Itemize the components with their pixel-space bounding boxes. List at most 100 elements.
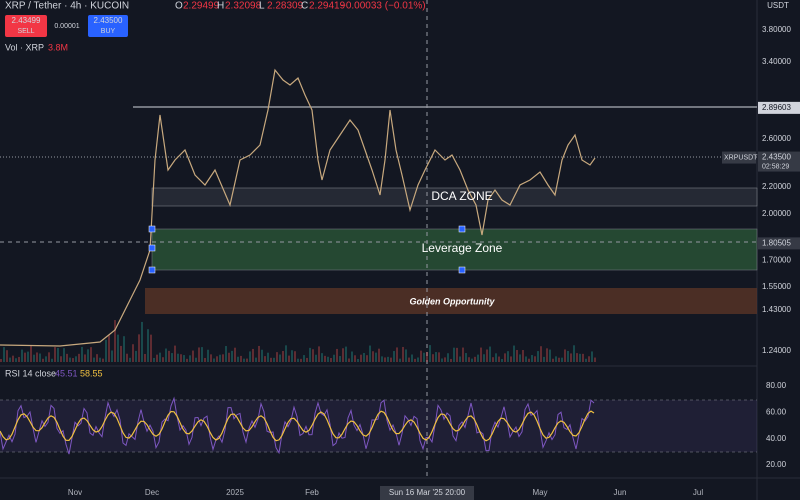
level-price: 2.89603 [762, 103, 791, 112]
volume-bar [243, 358, 245, 362]
volume-bar [138, 334, 140, 362]
time-label: Jun [614, 488, 627, 497]
volume-bar [459, 356, 461, 362]
volume-bar [132, 344, 134, 362]
volume-bar [249, 351, 251, 362]
buy-price: 2.43500 [94, 16, 123, 25]
volume-bar [534, 356, 536, 362]
volume-bar [3, 347, 5, 362]
volume-bar [378, 348, 380, 362]
volume-bar [264, 356, 266, 362]
dca-zone [151, 187, 758, 207]
volume-bar [210, 354, 212, 362]
ohlc-key: O [175, 1, 183, 12]
volume-bar [99, 357, 101, 362]
sell-price: 2.43499 [12, 16, 41, 25]
rsi-tick: 60.00 [766, 407, 787, 416]
volume-bar [36, 352, 38, 362]
volume-bar [339, 356, 341, 362]
volume-bar [420, 350, 422, 362]
volume-bar [30, 345, 32, 362]
volume-bar [108, 335, 110, 362]
volume-bar [81, 346, 83, 362]
volume-bar [90, 347, 92, 362]
volume-bar [213, 358, 215, 362]
currency[interactable]: USDT [767, 1, 789, 10]
volume-bar [105, 339, 107, 362]
price-tick: 2.20000 [762, 182, 791, 191]
volume-bar [510, 356, 512, 362]
volume-bar [192, 350, 194, 362]
ohlc-key: C [301, 1, 308, 12]
zone-handle [148, 266, 156, 274]
volume-bar [450, 358, 452, 362]
volume-bar [525, 356, 527, 362]
time-label: Nov [68, 488, 82, 497]
volume-bar [153, 357, 155, 362]
volume-bar [432, 354, 434, 362]
spread: 0.00001 [54, 23, 79, 30]
volume-bar [573, 345, 575, 362]
time-label: Jul [693, 488, 703, 497]
volume-bar [171, 353, 173, 362]
volume-bar [345, 346, 347, 362]
volume-bar [51, 358, 53, 362]
volume-bar [186, 358, 188, 362]
volume-bar [144, 353, 146, 362]
volume-bar [297, 358, 299, 362]
volume-bar [111, 350, 113, 362]
volume-bar [531, 355, 533, 362]
volume-bar [387, 356, 389, 362]
volume-bar [63, 348, 65, 362]
volume-bar [120, 345, 122, 362]
volume-bar [441, 358, 443, 362]
volume-bar [48, 352, 50, 362]
volume-bar [582, 353, 584, 362]
volume-bar [33, 354, 35, 362]
volume-bar [273, 357, 275, 362]
price-tick: 2.60000 [762, 134, 791, 143]
volume-bar [423, 352, 425, 362]
volume-bar [480, 347, 482, 362]
volume-bar [456, 347, 458, 362]
volume-bar [333, 354, 335, 362]
volume-bar [231, 350, 233, 362]
rsi-value: 45.51 [55, 368, 78, 378]
price-line [0, 68, 596, 347]
sell-button[interactable] [5, 15, 47, 37]
volume-bar [549, 349, 551, 362]
volume-bar [165, 348, 167, 362]
volume-bar [195, 357, 197, 362]
volume-bar [393, 351, 395, 362]
volume-bar [579, 353, 581, 362]
volume-bar [564, 349, 566, 362]
price-tick: 2.00000 [762, 209, 791, 218]
volume-bar [300, 358, 302, 362]
volume-bar [42, 358, 44, 362]
volume-bar [462, 347, 464, 362]
volume-bar [474, 356, 476, 362]
time-label: May [532, 488, 547, 497]
volume-bar [411, 354, 413, 362]
volume-bar [396, 347, 398, 362]
volume-bar [276, 352, 278, 362]
volume-bar [21, 349, 23, 362]
volume-bar [45, 356, 47, 362]
volume-bar [135, 350, 137, 362]
volume-bar [168, 350, 170, 362]
volume-bar [219, 354, 221, 362]
volume-bar [291, 350, 293, 362]
volume-bar [69, 357, 71, 362]
volume-bar [162, 357, 164, 362]
volume-bar [408, 357, 410, 362]
buy-button[interactable] [88, 15, 128, 37]
rsi-tick: 20.00 [766, 460, 787, 469]
volume-bar [426, 352, 428, 362]
volume-bar [390, 357, 392, 362]
volume-bar [495, 353, 497, 362]
volume-bar [429, 345, 431, 362]
crosshair-price: 1.80505 [762, 238, 791, 247]
volume-bar [342, 348, 344, 362]
volume-bar [354, 355, 356, 362]
